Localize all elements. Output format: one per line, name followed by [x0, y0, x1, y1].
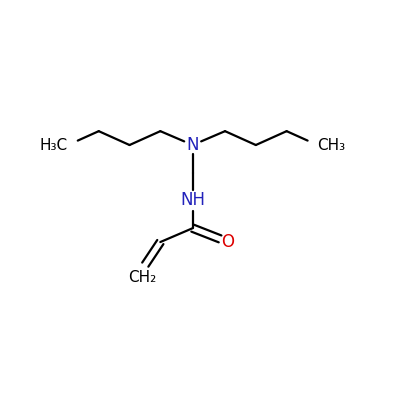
- Text: NH: NH: [180, 192, 205, 210]
- Text: O: O: [222, 233, 234, 251]
- Text: CH₃: CH₃: [318, 138, 346, 152]
- Text: CH₂: CH₂: [128, 270, 156, 285]
- Text: H₃C: H₃C: [40, 138, 68, 152]
- Text: N: N: [186, 136, 199, 154]
